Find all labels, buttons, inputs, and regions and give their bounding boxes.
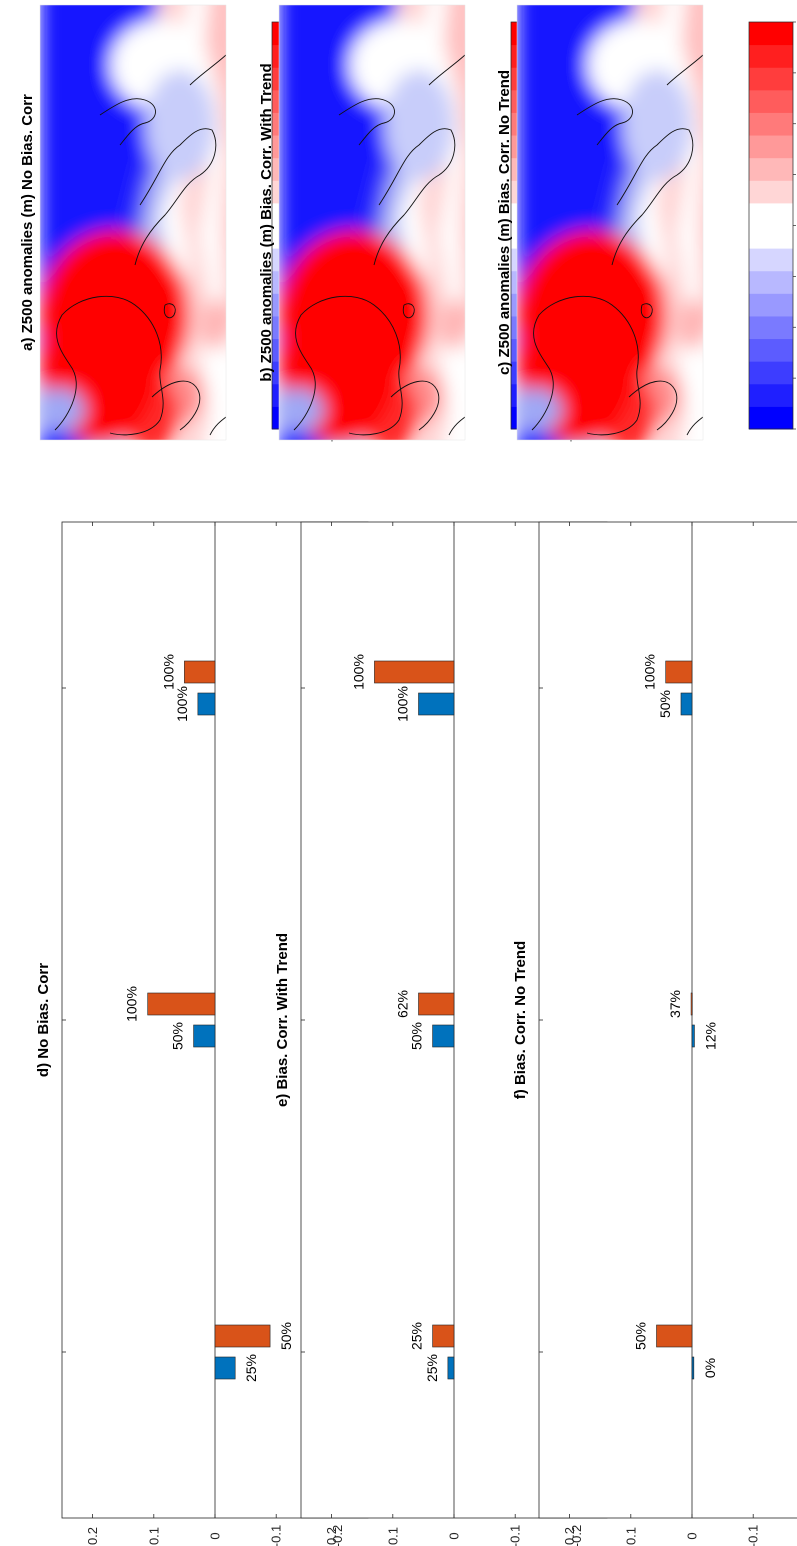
bar-data-label: 25%	[243, 1354, 259, 1382]
map-panel-c: c) Z500 anomalies (m) Bias. Corr. No Tre…	[496, 0, 796, 460]
bar-data-label: 62%	[395, 990, 411, 1018]
bar-data-label: 100%	[642, 654, 658, 690]
bar-rcp45	[193, 1024, 216, 1048]
value-tick-label: 0.2	[85, 1527, 100, 1545]
chart-title: d) No Bias. Corr	[35, 963, 52, 1077]
bar-rcp45	[691, 1356, 695, 1380]
z500-anomaly-map	[512, 0, 717, 460]
value-tick-label: -0.1	[746, 1525, 761, 1546]
bar-data-label: 100%	[160, 654, 176, 690]
bar-rcp45	[447, 1356, 455, 1380]
chart-title: e) Bias. Corr. With Trend	[274, 933, 291, 1107]
bar-rcp85	[418, 992, 455, 1016]
colorbar: -200-150-100-50050100150200	[748, 21, 796, 430]
bar-rcp45	[418, 692, 455, 716]
value-tick-label: 0.1	[146, 1527, 161, 1545]
map-title: c) Z500 anomalies (m) Bias. Corr. No Tre…	[496, 70, 513, 375]
plot-area	[538, 521, 797, 1519]
bar-data-label: 50%	[409, 1022, 425, 1050]
map-title: a) Z500 anomalies (m) No Bias. Corr	[19, 94, 36, 351]
chart-title: f) Bias. Corr. No Trend	[512, 941, 529, 1099]
bar-rcp85	[665, 660, 693, 684]
z500-anomaly-map	[35, 0, 240, 460]
bar-data-label: 50%	[633, 1322, 649, 1350]
bar-data-label: 37%	[667, 990, 683, 1018]
value-tick-label: 0.1	[385, 1527, 400, 1545]
value-tick-label: 0	[685, 1532, 700, 1539]
value-tick-label: 0.1	[623, 1527, 638, 1545]
bar-rcp45	[197, 692, 216, 716]
value-tick-label: 0.2	[562, 1527, 577, 1545]
bar-data-label: 25%	[424, 1354, 440, 1382]
bar-data-label: 25%	[409, 1322, 425, 1350]
bar-rcp85	[690, 992, 693, 1016]
bar-rcp85	[184, 660, 216, 684]
bar-rcp45	[691, 1024, 695, 1048]
bar-rcp45	[214, 1356, 236, 1380]
bar-data-label: 12%	[702, 1022, 718, 1050]
z500-anomaly-map	[274, 0, 479, 460]
bar-rcp45	[680, 692, 693, 716]
bar-data-label: 100%	[174, 686, 190, 722]
map-title: b) Z500 anomalies (m) Bias. Corr. With T…	[258, 63, 275, 381]
bar-rcp85	[214, 1324, 271, 1348]
bar-data-label: 100%	[124, 986, 140, 1022]
value-tick-label: -0.1	[508, 1525, 523, 1546]
bar-rcp85	[147, 992, 216, 1016]
value-tick-label: 0	[208, 1532, 223, 1539]
bar-rcp85	[432, 1324, 455, 1348]
bar-data-label: 50%	[657, 690, 673, 718]
value-tick-label: -0.2	[569, 1525, 584, 1546]
value-tick-label: 0.2	[324, 1527, 339, 1545]
bar-rcp85	[656, 1324, 693, 1348]
bar-data-label: 50%	[278, 1322, 294, 1350]
bar-data-label: 100%	[350, 654, 366, 690]
bar-rcp45	[432, 1024, 455, 1048]
bar-chart-f: -0.2-0.100.10.2Relative changePredictabi…	[512, 521, 797, 1546]
bar-data-label: 0%	[702, 1358, 718, 1378]
bar-data-label: 100%	[395, 686, 411, 722]
bar-data-label: 50%	[170, 1022, 186, 1050]
value-tick-label: -0.2	[330, 1525, 345, 1546]
value-tick-label: -0.1	[269, 1525, 284, 1546]
value-tick-label: 0	[447, 1532, 462, 1539]
bar-rcp85	[374, 660, 455, 684]
